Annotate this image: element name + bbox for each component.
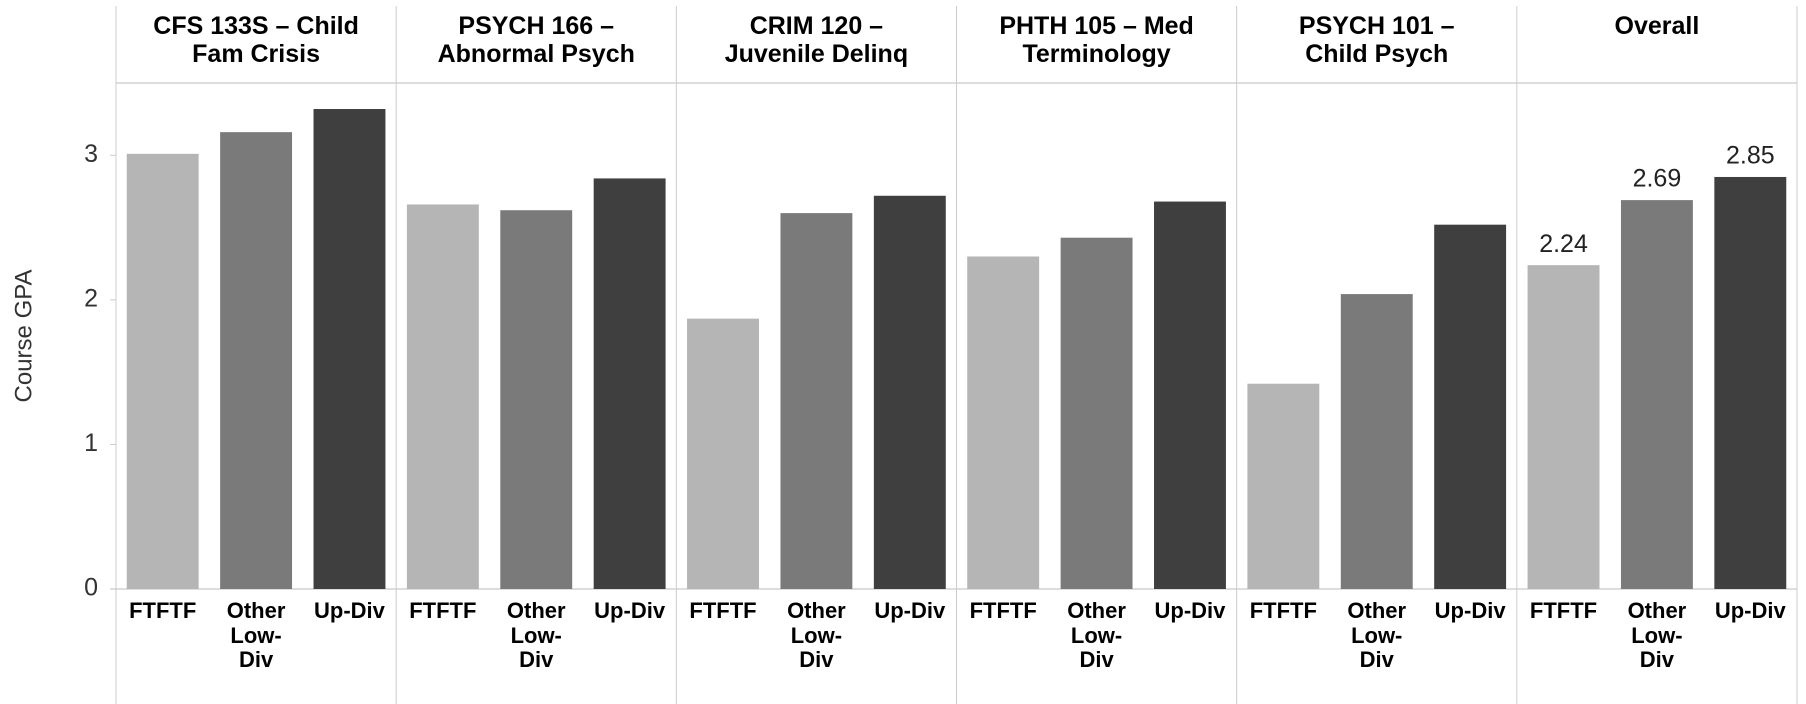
y-tick-label: 2 [84,284,98,312]
panel-title: PHTH 105 – Med Terminology [999,12,1194,68]
bar [780,213,853,589]
x-tick-label: Other Low- Div [506,598,566,673]
panel-title: PSYCH 101 – Child Psych [1298,12,1455,68]
y-tick-label: 0 [84,574,98,602]
bar [500,210,573,590]
bar [406,204,479,589]
x-tick-label: FTFTF [1529,598,1598,623]
y-tick-label: 3 [84,140,98,168]
data-label: 2.24 [1539,230,1588,258]
bar [220,132,293,589]
x-tick-label: Up-Div [1434,598,1506,623]
x-tick-label: FTFTF [689,598,757,623]
y-axis-label: Course GPA [10,270,37,403]
bar [1247,383,1320,589]
x-tick-label: Other Low- Div [1627,598,1687,673]
bar [873,195,946,589]
bar [593,178,666,589]
bar [1527,265,1600,589]
x-tick-label: Up-Div [314,598,385,623]
bar [687,318,759,589]
x-tick-label: Up-Div [594,598,666,623]
bar [1154,201,1226,589]
bar [967,256,1040,589]
panel-title: PSYCH 166 – Abnormal Psych [437,12,635,68]
panel-title: CFS 133S – Child Fam Crisis [153,12,359,68]
y-tick-label: 1 [84,429,98,457]
x-tick-label: Up-Div [1154,598,1226,623]
bar [1060,237,1133,590]
x-tick-label: Other Low- Div [226,598,286,673]
bar [313,109,386,589]
x-tick-label: Other Low- Div [1067,598,1126,673]
panel-title: CRIM 120 – Juvenile Delinq [724,12,909,68]
x-tick-label: Other Low- Div [1347,598,1407,673]
bar [126,153,199,589]
data-label: 2.85 [1726,142,1775,170]
bar [1620,200,1693,590]
x-tick-label: FTFTF [409,598,477,623]
bar [1340,294,1413,589]
bar [1434,224,1507,589]
x-tick-label: FTFTF [129,598,197,623]
x-tick-label: Other Low- Div [787,598,846,673]
x-tick-label: FTFTF [969,598,1037,623]
bar [1714,176,1787,589]
x-tick-label: Up-Div [1714,598,1786,623]
data-label: 2.69 [1633,165,1682,193]
panel-title: Overall [1614,12,1700,40]
x-tick-label: Up-Div [874,598,946,623]
x-tick-label: FTFTF [1249,598,1317,623]
